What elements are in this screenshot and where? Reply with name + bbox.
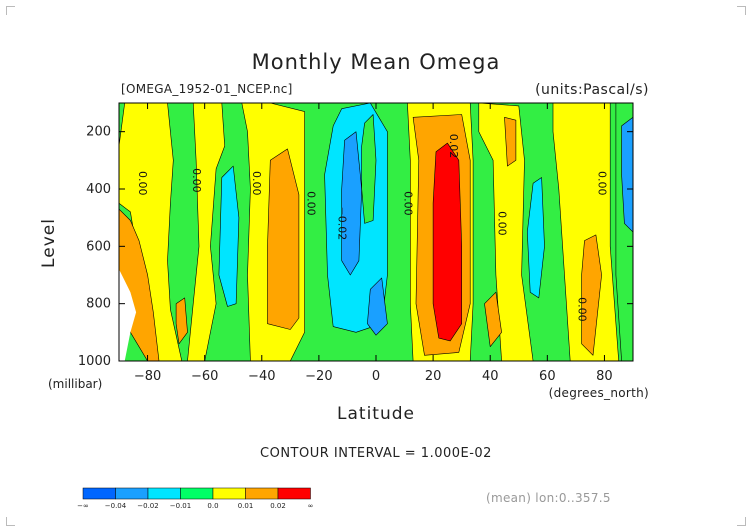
contour-label-0: 0.00 — [136, 171, 149, 196]
x-axis-label: Latitude — [337, 404, 415, 424]
x-tick-label: 0 — [372, 369, 380, 384]
contour-region-8 — [341, 131, 363, 276]
contour-label-1: 0.00 — [190, 168, 203, 193]
crop-mark-tr — [737, 6, 746, 15]
y-tick-label: 800 — [86, 297, 111, 312]
y-tick-label: 400 — [86, 182, 111, 197]
contour-region-9 — [367, 277, 388, 336]
x-tick-label: 60 — [539, 369, 556, 384]
legend-label: 0.01 — [238, 502, 254, 510]
contour-region-6 — [218, 165, 240, 307]
y-axis-unit: (millibar) — [48, 377, 103, 391]
legend-swatch — [147, 487, 181, 500]
contour-region-14 — [478, 103, 534, 361]
source-file-label: [OMEGA_1952-01_NCEP.nc] — [121, 82, 293, 96]
contour-label-4: −0.02 — [336, 207, 349, 241]
contour-region-3 — [175, 297, 188, 345]
legend-label: ∞ — [308, 502, 314, 510]
x-tick-label: −40 — [248, 369, 275, 384]
legend-swatch — [115, 487, 149, 500]
legend-label: 0.02 — [270, 502, 286, 510]
y-tick-label: 1000 — [78, 354, 111, 369]
x-tick-label: 40 — [482, 369, 499, 384]
missing-data-region — [119, 269, 137, 361]
contour-region-15 — [504, 117, 517, 167]
y-tick-label: 200 — [86, 125, 111, 140]
contour-fill-group: 0.00 0.00 0.00 0.00 −0.02 0.00 0.02 0.00 0.00 0.0… — [119, 103, 633, 361]
contour-region-10 — [361, 114, 377, 224]
contour-label-9: 0.00 — [576, 297, 589, 322]
chart-title: Monthly Mean Omega — [251, 50, 501, 74]
legend-swatch — [245, 487, 279, 500]
legend-label: 0.0 — [207, 502, 218, 510]
contour-region-18 — [552, 103, 620, 361]
legend-swatch — [180, 487, 214, 500]
legend-label: −0.02 — [137, 502, 158, 510]
contour-region-16 — [484, 291, 502, 348]
crop-mark-tl — [6, 6, 15, 15]
x-tick-label: 20 — [425, 369, 442, 384]
contour-interval-label: CONTOUR INTERVAL = 1.000E-02 — [260, 446, 492, 461]
contour-label-3: 0.00 — [304, 191, 317, 216]
legend-swatch — [277, 487, 311, 500]
x-tick-label: −60 — [191, 369, 218, 384]
contour-region-2 — [187, 103, 225, 361]
units-label: (units:Pascal/s) — [535, 82, 649, 98]
x-tick-label: 80 — [596, 369, 613, 384]
x-tick-label: −20 — [305, 369, 332, 384]
x-tick-label: −80 — [134, 369, 161, 384]
contour-region-21 — [621, 117, 633, 233]
contour-region-13 — [432, 142, 463, 342]
mean-footer-label: (mean) lon:0..357.5 — [486, 491, 611, 505]
contour-region-19 — [581, 234, 602, 356]
legend-label: −0.01 — [170, 502, 191, 510]
legend-swatch — [212, 487, 246, 500]
contour-label-6: 0.02 — [447, 134, 460, 159]
legend-label: −0.04 — [105, 502, 127, 510]
contour-label-7: 0.00 — [496, 211, 509, 236]
legend-swatch — [82, 487, 116, 500]
contour-region-17 — [526, 177, 545, 299]
contour-region-5 — [267, 148, 300, 330]
crop-mark-bl — [6, 517, 15, 526]
contour-label-5: 0.00 — [401, 191, 414, 216]
legend-label: −∞ — [77, 502, 89, 510]
contour-label-8: 0.00 — [596, 171, 609, 196]
crop-mark-br — [737, 517, 746, 526]
y-tick-label: 600 — [86, 239, 111, 254]
contour-label-2: 0.00 — [250, 171, 263, 196]
x-axis-unit: (degrees_north) — [548, 386, 649, 400]
